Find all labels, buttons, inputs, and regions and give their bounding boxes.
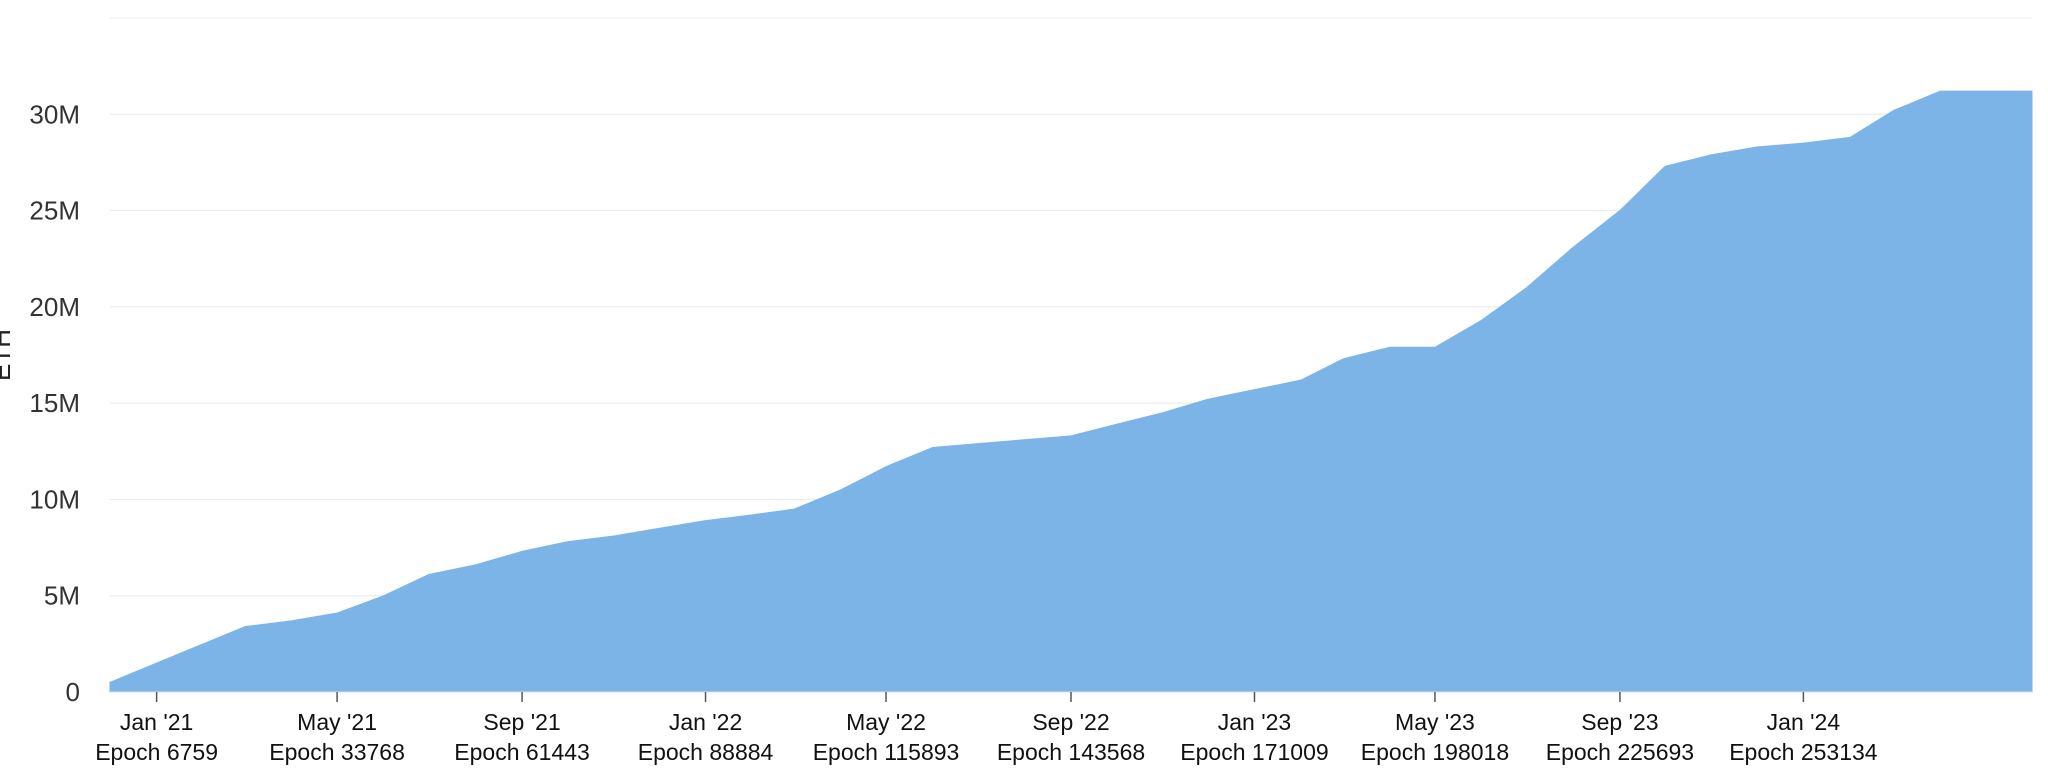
x-tick-epoch-label: Epoch 253134: [1729, 739, 1878, 765]
x-tick-epoch-label: Epoch 225693: [1546, 739, 1694, 765]
y-tick-label: 30M: [29, 99, 80, 129]
y-tick-label: 0: [66, 677, 80, 707]
x-tick-epoch-label: Epoch 61443: [454, 739, 590, 765]
y-tick-label: 25M: [29, 196, 80, 226]
y-tick-label: 10M: [29, 484, 80, 514]
x-tick-label: Jan '23: [1218, 709, 1291, 735]
x-tick-epoch-label: Epoch 33768: [269, 739, 405, 765]
x-tick-label: May '21: [297, 709, 377, 735]
x-tick-label: Jan '24: [1767, 709, 1841, 735]
axes: 0 5M 10M 15M 20M 25M 30M Jan '21 Epoch 6759 May '…: [29, 99, 2032, 765]
y-tick-label: 15M: [29, 388, 80, 418]
x-tick-label: Jan '22: [669, 709, 742, 735]
x-tick-epoch-label: Epoch 6759: [95, 739, 218, 765]
area-series: [109, 90, 2033, 693]
y-tick-label: 20M: [29, 292, 80, 322]
x-tick-epoch-label: Epoch 88884: [638, 739, 774, 765]
x-tick-label: Sep '22: [1032, 709, 1109, 735]
y-axis-label: ETH: [0, 329, 16, 381]
x-tick-epoch-label: Epoch 143568: [997, 739, 1145, 765]
x-tick-epoch-label: Epoch 198018: [1361, 739, 1509, 765]
x-tick-label: May '22: [846, 709, 926, 735]
x-tick-label: Sep '23: [1581, 709, 1658, 735]
x-tick-label: Sep '21: [483, 709, 560, 735]
x-tick-label: Jan '21: [120, 709, 193, 735]
y-axis-label-group: ETH: [0, 329, 16, 381]
x-tick-epoch-label: Epoch 171009: [1180, 739, 1328, 765]
plot-area: [109, 90, 2033, 693]
x-tick-label: May '23: [1395, 709, 1475, 735]
x-tick-epoch-label: Epoch 115893: [813, 739, 960, 765]
y-tick-label: 5M: [44, 581, 80, 611]
